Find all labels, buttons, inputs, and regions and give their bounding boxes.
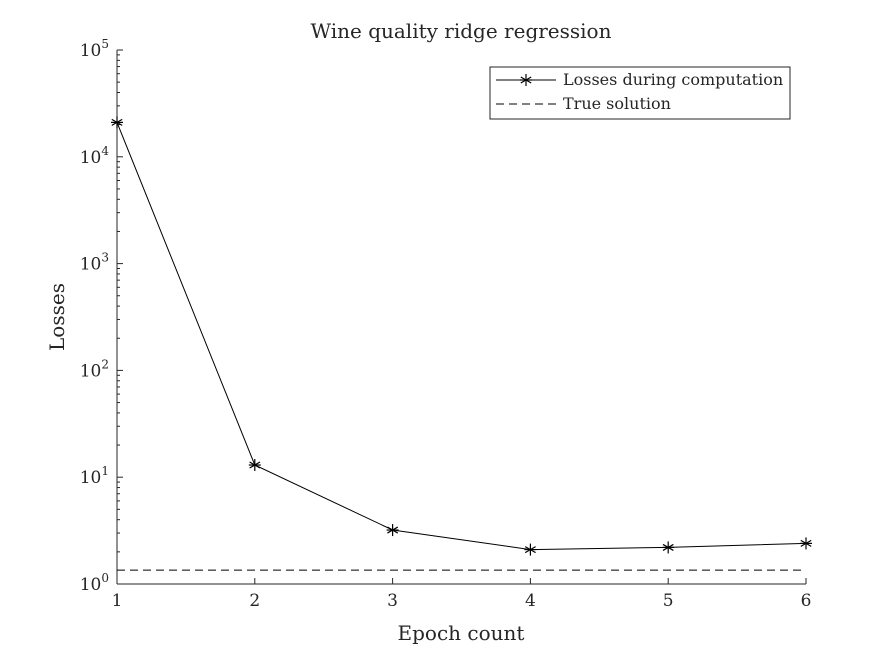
legend-box	[489, 66, 791, 120]
y-tick-label: 104	[80, 144, 110, 168]
y-ticks: 100 101 102 103 104 105	[80, 37, 123, 595]
legend-swatch-marker	[520, 74, 532, 86]
losses-point	[662, 541, 675, 554]
x-tick-label: 4	[525, 591, 536, 611]
y-tick-label: 103	[80, 251, 109, 275]
losses-point	[386, 524, 399, 537]
y-axis-label: Losses	[45, 283, 69, 351]
legend: Losses during computation True solution	[489, 66, 791, 120]
x-axis-label: Epoch count	[398, 621, 525, 645]
y-tick-label: 101	[80, 464, 109, 488]
y-tick-label: 105	[80, 37, 109, 61]
x-ticks: 1 2 3 4 5 6	[112, 578, 812, 611]
x-tick-label: 1	[112, 591, 123, 611]
x-tick-label: 5	[663, 591, 674, 611]
losses-point	[800, 537, 812, 550]
chart-title: Wine quality ridge regression	[311, 19, 612, 43]
losses-point	[111, 116, 123, 129]
legend-label: True solution	[563, 94, 671, 113]
series-layer	[111, 116, 812, 571]
losses-point	[248, 459, 261, 472]
y-tick-label: 102	[80, 357, 109, 381]
x-tick-label: 6	[801, 591, 812, 611]
losses-point	[524, 543, 537, 556]
x-tick-label: 2	[249, 591, 260, 611]
legend-label: Losses during computation	[563, 70, 783, 89]
y-tick-label: 100	[80, 571, 109, 595]
losses-line	[116, 122, 807, 551]
x-tick-label: 3	[387, 591, 398, 611]
